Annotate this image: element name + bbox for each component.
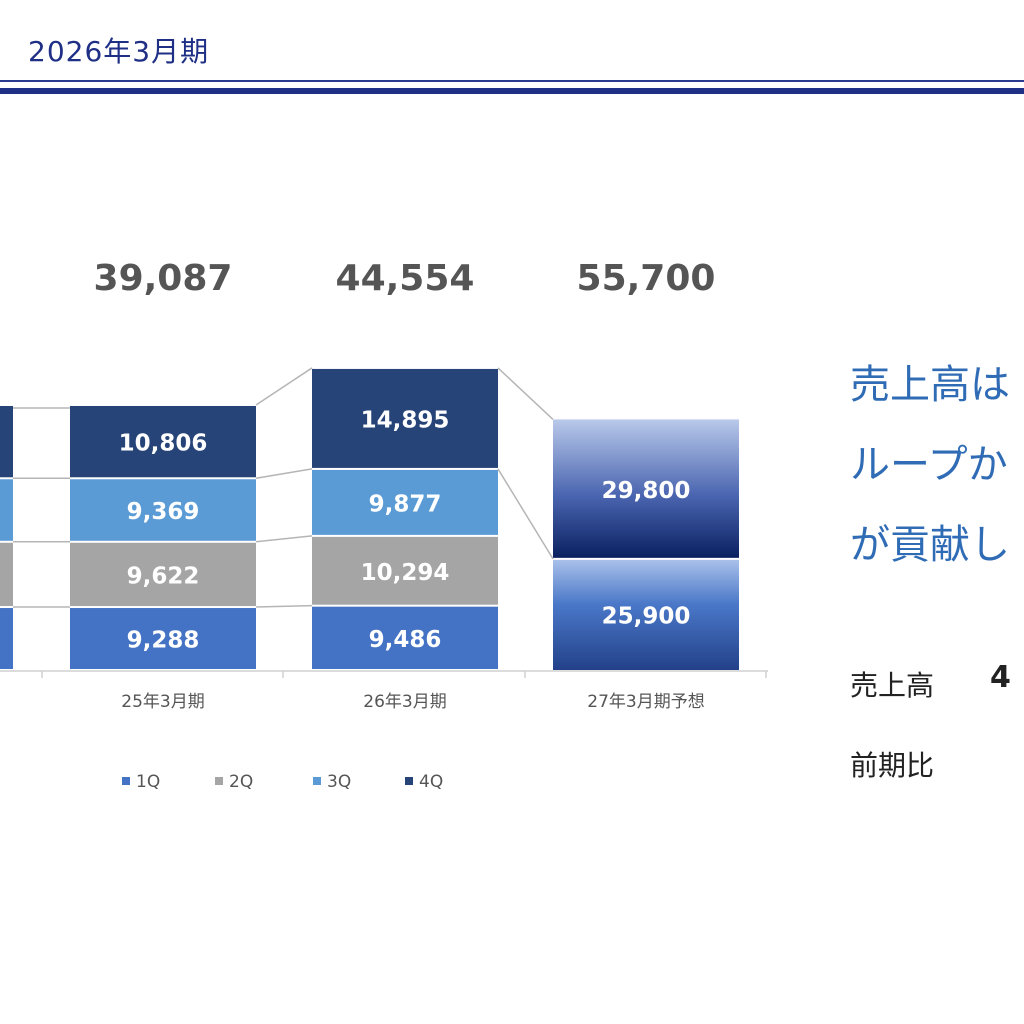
total-label: 39,087: [94, 258, 233, 299]
bar-segment-4q: [70, 406, 256, 478]
data-label: 9,622: [127, 563, 200, 589]
bar-segment-2q: [312, 536, 498, 605]
data-label: 25,900: [602, 603, 691, 629]
header: 2026年3月期: [0, 0, 1024, 96]
bar-segment-2q: [70, 542, 256, 607]
partial-bar-segment-2q: [0, 542, 13, 607]
data-label: 9,288: [127, 628, 200, 654]
side-line-1: 売上高は: [850, 362, 1010, 408]
legend-swatch-4q: [405, 777, 413, 785]
legend-swatch-1q: [122, 777, 130, 785]
sales-label: 売上高: [850, 669, 935, 702]
connector-line: [497, 367, 554, 420]
page-title: 2026年3月期: [28, 35, 210, 68]
connector-line: [255, 468, 313, 480]
category-label: 25年3月期: [121, 692, 204, 712]
data-label: 14,895: [361, 407, 450, 433]
data-label: 9,877: [369, 491, 442, 517]
legend-swatch-3q: [313, 777, 321, 785]
bar-segment-3q: [70, 479, 256, 541]
forecast-bar-lower: [553, 559, 739, 670]
data-label: 10,294: [361, 560, 450, 586]
data-label: 29,800: [602, 478, 691, 504]
yoy-label: 前期比: [850, 749, 935, 782]
side-line-3: が貢献し: [850, 522, 1010, 568]
total-label: 44,554: [336, 258, 475, 299]
legend-swatch-2q: [215, 777, 223, 785]
data-label: 10,806: [119, 431, 208, 457]
forecast-bar-upper: [553, 419, 739, 558]
total-label: 55,700: [577, 258, 716, 299]
header-rule-thin: [0, 80, 1024, 82]
bar-segment-3q: [312, 469, 498, 535]
data-label: 9,369: [127, 499, 200, 525]
partial-bar-segment-4q: [0, 406, 13, 478]
legend-label: 3Q: [327, 772, 351, 792]
connector-line: [255, 604, 313, 608]
category-label: 27年3月期予想: [587, 692, 704, 712]
legend-label: 4Q: [419, 772, 443, 792]
connector-line: [255, 535, 313, 543]
category-label: 26年3月期: [363, 692, 446, 712]
legend-label: 1Q: [136, 772, 160, 792]
bar-segment-4q: [312, 368, 498, 468]
partial-bar-segment-3q: [0, 479, 13, 541]
bar-segment-1q: [70, 608, 256, 669]
legend-label: 2Q: [229, 772, 253, 792]
connector-line: [497, 468, 554, 560]
sales-value: 4: [990, 660, 1011, 695]
data-label: 9,486: [369, 627, 442, 653]
side-line-2: ループか: [850, 442, 1008, 488]
partial-bar-segment-1q: [0, 608, 13, 669]
header-rule-thick: [0, 88, 1024, 94]
connector-line: [255, 367, 313, 406]
bar-segment-1q: [312, 606, 498, 669]
